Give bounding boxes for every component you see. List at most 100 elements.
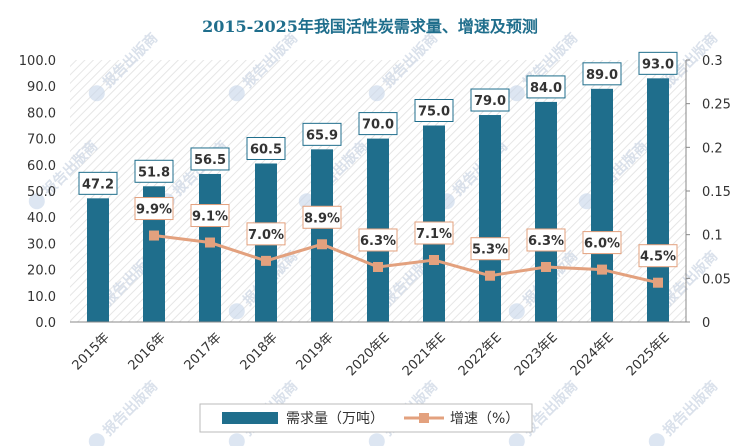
bar <box>87 198 109 322</box>
watermark-logo <box>28 193 45 210</box>
bar-label-box <box>78 171 118 195</box>
bar <box>311 149 333 322</box>
line-label-box <box>302 205 342 229</box>
growth-line <box>153 234 659 285</box>
right-tick-label: 0.15 <box>702 185 731 200</box>
growth-point <box>373 261 383 272</box>
right-tick-label: 0.05 <box>702 272 731 287</box>
bar-label-box <box>582 62 622 86</box>
left-tick-label: 50.0 <box>27 185 56 200</box>
bar-label-group: 47.2 51.8 56.5 60.5 65.9 70.0 75.0 79.0 84.0 89.0… <box>78 51 678 195</box>
line-label: 5.3% <box>472 243 508 258</box>
bar-label: 79.0 <box>474 94 506 109</box>
right-tick-label: 0.2 <box>702 141 723 156</box>
left-tick-label: 0.0 <box>35 316 56 331</box>
bar-label-box <box>638 51 678 75</box>
bar <box>591 88 613 322</box>
right-tick-label: 0.3 <box>702 54 723 69</box>
line-label: 6.0% <box>584 237 620 252</box>
bar <box>535 101 557 322</box>
line-label-box <box>134 197 174 221</box>
line-label: 9.1% <box>192 210 228 225</box>
left-tick-label: 40.0 <box>27 211 56 226</box>
watermark-logo <box>228 85 245 102</box>
growth-point <box>597 264 607 275</box>
line-label-box <box>190 204 230 228</box>
bar-label: 60.5 <box>250 142 282 157</box>
growth-point <box>149 230 159 241</box>
left-tick-label: 20.0 <box>27 264 56 279</box>
watermark-logo <box>578 193 595 210</box>
legend-bar-label: 需求量（万吨） <box>286 411 384 427</box>
left-tick-label: 90.0 <box>27 80 56 95</box>
legend: 需求量（万吨） 增速（%） <box>199 403 533 433</box>
line-series <box>149 230 663 288</box>
line-label-box <box>470 237 510 261</box>
left-tick-label: 30.0 <box>27 237 56 252</box>
bar-label: 89.0 <box>586 68 618 83</box>
line-label: 4.5% <box>640 250 676 265</box>
line-label-box <box>638 244 678 268</box>
left-axis: 0.0 10.0 20.0 30.0 40.0 50.0 60.0 70.0 80.0 90.0 1… <box>19 54 56 331</box>
right-tick-label: 0.1 <box>702 229 723 244</box>
bar-label-box <box>414 99 454 122</box>
bar-label: 75.0 <box>418 105 450 120</box>
watermark-logo <box>508 303 525 320</box>
watermark-logo <box>88 433 105 446</box>
bar-label: 65.9 <box>306 128 338 143</box>
bar <box>143 186 165 322</box>
left-tick-label: 70.0 <box>27 133 56 148</box>
line-label: 7.1% <box>416 227 452 242</box>
bar <box>479 115 501 323</box>
watermark-logo <box>368 433 385 446</box>
right-axis: 0 0.05 0.1 0.15 0.2 0.25 0.3 <box>685 54 731 331</box>
bar-series <box>87 78 669 323</box>
growth-point <box>205 237 215 248</box>
left-tick-label: 100.0 <box>19 54 56 69</box>
legend-bar-swatch <box>222 412 278 424</box>
bar <box>199 173 221 322</box>
line-label-group: 9.9% 9.1% 7.0% 8.9% 6.3% 7.1% 5.3% 6.3% 6.0% 4.5% <box>134 197 678 268</box>
growth-point <box>485 270 495 281</box>
line-label-box <box>414 221 454 245</box>
growth-point <box>653 277 663 288</box>
right-tick-label: 0 <box>702 316 710 331</box>
watermark-logo <box>508 85 525 102</box>
bar-label-box <box>190 147 230 171</box>
line-label: 6.3% <box>360 234 396 249</box>
line-label: 9.9% <box>136 203 172 218</box>
growth-point <box>261 255 271 266</box>
growth-point <box>429 254 439 265</box>
chart-title: 2015-2025年我国活性炭需求量、增速及预测 <box>202 17 538 36</box>
watermark-logo <box>228 433 245 446</box>
legend-line-marker <box>419 413 429 423</box>
bar-label: 93.0 <box>642 57 674 72</box>
line-label-box <box>246 222 286 246</box>
legend-line-label: 增速（%） <box>450 411 519 427</box>
line-label: 7.0% <box>248 228 284 243</box>
line-label: 8.9% <box>304 211 340 226</box>
watermark-logo <box>508 433 525 446</box>
bar-label: 84.0 <box>530 81 562 96</box>
line-label: 6.3% <box>528 234 564 249</box>
bar-label-box <box>302 122 342 146</box>
watermark-logo <box>88 85 105 102</box>
bar-label-box <box>246 136 286 160</box>
bar-label-box <box>526 75 566 99</box>
bar-label-box <box>134 159 174 183</box>
watermark-logo <box>368 85 385 102</box>
bar-label: 51.8 <box>138 165 170 180</box>
growth-point <box>317 239 327 250</box>
line-label-box <box>358 228 398 252</box>
bar-label-box <box>470 88 510 112</box>
line-label-box <box>582 231 622 255</box>
line-label-box <box>526 228 566 252</box>
left-tick-label: 80.0 <box>27 106 56 121</box>
growth-point <box>541 261 551 272</box>
watermark-logo <box>648 433 665 446</box>
bar-label-box <box>358 112 398 136</box>
right-tick-label: 0.25 <box>702 98 731 113</box>
watermark-logo <box>298 193 315 210</box>
watermark-logo <box>228 303 245 320</box>
